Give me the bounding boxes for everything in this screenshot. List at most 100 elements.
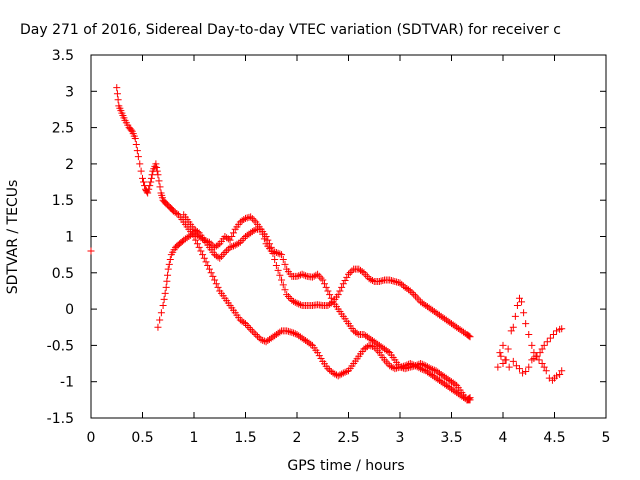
data-point [248, 215, 256, 223]
data-point [324, 287, 332, 295]
data-point [276, 250, 284, 258]
data-point [248, 327, 256, 335]
data-point [410, 290, 418, 298]
data-point [533, 352, 541, 360]
data-point [338, 370, 346, 378]
data-point [272, 248, 280, 256]
data-point [384, 347, 392, 355]
data-point [326, 291, 334, 299]
data-point [192, 236, 200, 244]
data-point [269, 249, 277, 257]
data-point [427, 365, 435, 373]
data-point [254, 332, 262, 340]
data-point [339, 280, 347, 288]
data-point [131, 134, 139, 142]
data-point [114, 96, 122, 104]
x-tick-label: 4 [499, 430, 508, 446]
data-point [153, 164, 161, 172]
data-point [281, 286, 289, 294]
x-tick-label: 2 [293, 430, 302, 446]
data-point [408, 289, 416, 297]
data-point [494, 363, 502, 371]
data-point [132, 141, 140, 149]
data-point [152, 160, 160, 168]
data-point [145, 185, 153, 193]
data-point [396, 279, 404, 287]
data-point [341, 277, 349, 285]
data-point [223, 247, 231, 255]
data-point [156, 183, 164, 191]
data-point [543, 338, 551, 346]
data-point [290, 329, 298, 337]
data-point [511, 312, 519, 320]
data-point [520, 309, 528, 317]
data-point [465, 332, 473, 340]
data-point [540, 341, 548, 349]
data-point [466, 333, 474, 341]
data-point [252, 331, 260, 339]
data-point [358, 268, 366, 276]
y-tick-label: 0 [65, 302, 74, 318]
data-point [204, 262, 212, 270]
data-point [207, 269, 215, 277]
data-point [348, 267, 356, 275]
data-point [522, 320, 530, 328]
data-point [87, 247, 95, 255]
data-point [146, 182, 154, 190]
data-point [226, 236, 234, 244]
y-tick-label: -1.5 [47, 411, 74, 427]
data-point [147, 178, 155, 186]
data-point [159, 301, 167, 309]
data-point [154, 171, 162, 179]
x-tick-label: 4.5 [543, 430, 565, 446]
data-point [160, 295, 168, 303]
y-tick-label: 1 [65, 230, 74, 246]
data-point [346, 269, 354, 277]
data-point [519, 369, 527, 377]
data-point [281, 260, 289, 268]
data-point [193, 240, 201, 248]
data-point [228, 233, 236, 240]
data-point [420, 361, 428, 369]
data-point [137, 167, 145, 175]
data-point [144, 189, 152, 197]
data-point [312, 271, 320, 279]
data-point [262, 233, 270, 240]
chart-title: Day 271 of 2016, Sidereal Day-to-day VTE… [20, 22, 561, 38]
data-point [343, 273, 351, 281]
data-point [278, 276, 286, 284]
y-tick-label: -1 [60, 375, 74, 391]
data-point [302, 272, 310, 280]
data-point [556, 370, 564, 378]
data-points [87, 84, 566, 404]
data-point [558, 367, 566, 375]
data-point [240, 216, 248, 224]
data-point [507, 327, 515, 335]
data-point [214, 253, 222, 261]
data-point [250, 216, 258, 224]
data-point [279, 281, 287, 289]
data-point [193, 228, 201, 236]
data-point [451, 380, 459, 388]
data-point [214, 283, 222, 291]
data-point [136, 160, 144, 168]
y-tick-label: 2.5 [52, 121, 74, 137]
y-axis-label: SDTVAR / TECUs [5, 180, 21, 295]
y-tick-label: 1.5 [52, 193, 74, 209]
data-point [320, 280, 328, 288]
data-point [279, 255, 287, 263]
data-point [161, 289, 169, 297]
data-point [147, 174, 155, 182]
data-point [513, 301, 521, 309]
x-tick-label: 3.5 [440, 430, 462, 446]
data-point [235, 239, 243, 247]
data-point [515, 294, 523, 302]
data-point [538, 360, 546, 368]
data-point [553, 327, 561, 335]
data-point [293, 272, 301, 280]
data-point [418, 360, 426, 368]
data-point [512, 362, 520, 370]
x-axis-label: GPS time / hours [287, 458, 404, 474]
